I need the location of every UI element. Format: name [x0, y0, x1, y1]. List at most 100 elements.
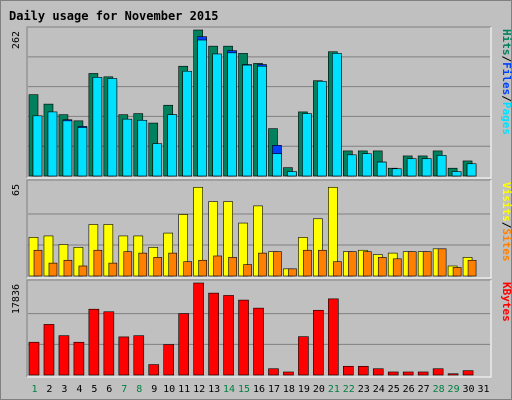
x-tick-label: 5 [91, 384, 97, 395]
x-tick-label: 12 [193, 384, 205, 395]
x-tick-label: 16 [253, 384, 265, 395]
bar-pages-day-22 [347, 154, 357, 177]
panel-kbytes: 17836 KBytes [11, 279, 512, 378]
bar-pages-day-29 [451, 171, 462, 177]
x-tick-label: 14 [223, 384, 235, 395]
bar-pages-day-24 [376, 161, 387, 177]
x-tick-label: 28 [433, 384, 445, 395]
bar-kbytes-day-18 [283, 371, 294, 376]
bar-sites-day-5 [93, 249, 103, 277]
bar-sites-day-19 [303, 249, 312, 277]
plot-border-shadow [26, 179, 491, 278]
y-max-label: 65 [11, 184, 22, 196]
bar-kbytes-day-5 [88, 308, 100, 376]
bar-pages-day-16 [257, 65, 267, 177]
bar-pages-day-7 [122, 118, 133, 177]
x-tick-label: 1 [31, 384, 37, 395]
bar-sites-day-29 [452, 267, 462, 277]
bar-kbytes-day-3 [58, 335, 70, 376]
legend-entry: KBytes [500, 282, 512, 322]
bar-kbytes-day-25 [387, 371, 399, 376]
x-tick-label: 15 [238, 384, 250, 395]
bar-sites-day-10 [168, 252, 178, 277]
x-tick-label: 18 [283, 384, 295, 395]
panel-visits: 65 Visits/Sites [11, 179, 512, 279]
legend-kbytes: KBytes [500, 282, 512, 322]
bar-pages-day-19 [302, 113, 312, 177]
legend-hits: Hits/Files/Pages [500, 29, 512, 135]
bar-pages-day-28 [436, 155, 447, 177]
bar-pages-day-26 [406, 158, 417, 177]
bar-kbytes-day-14 [223, 295, 234, 376]
panel-hits: 262 Hits/Files/Pages [11, 26, 512, 179]
legend-entry: / [500, 95, 512, 102]
bar-sites-day-8 [138, 252, 148, 277]
bar-pages-day-10 [167, 114, 178, 177]
legend-entry: Pages [500, 102, 512, 135]
x-tick-label: 30 [463, 384, 475, 395]
x-tick-label: 25 [388, 384, 400, 395]
x-tick-label: 17 [268, 384, 280, 395]
bar-kbytes-day-1 [28, 341, 40, 376]
bar-kbytes-day-15 [238, 299, 249, 376]
plot-border-shadow [26, 279, 491, 377]
bar-sites-day-26 [407, 251, 417, 277]
legend-entry: Hits [500, 29, 512, 56]
bar-sites-day-20 [318, 249, 327, 277]
bar-kbytes-day-10 [163, 344, 175, 376]
x-tick-label: 31 [477, 384, 489, 395]
bar-sites-day-30 [467, 259, 477, 277]
bar-pages-day-17 [272, 153, 282, 177]
bar-kbytes-day-23 [357, 365, 369, 376]
bar-sites-day-9 [153, 257, 163, 277]
bar-kbytes-day-19 [298, 336, 309, 376]
x-tick-label: 21 [328, 384, 340, 395]
bar-kbytes-day-9 [148, 364, 160, 376]
legend-visits: Visits/Sites [500, 182, 512, 262]
bar-sites-day-18 [288, 268, 297, 277]
bar-pages-day-30 [466, 163, 477, 177]
bar-visits-day-12 [193, 186, 203, 277]
bar-sites-day-27 [422, 251, 432, 277]
y-max-label: 17836 [11, 284, 22, 314]
bar-sites-day-28 [437, 248, 447, 277]
bar-sites-day-21 [333, 261, 342, 277]
x-tick-label: 19 [298, 384, 310, 395]
bar-sites-day-7 [123, 251, 133, 277]
bar-sites-day-3 [63, 259, 73, 277]
x-tick-label: 4 [76, 384, 82, 395]
y-max-label: 262 [11, 31, 22, 49]
bar-pages-day-1 [32, 115, 43, 177]
bar-kbytes-day-2 [43, 324, 55, 376]
x-tick-label: 3 [61, 384, 67, 395]
bar-visits-day-4 [73, 247, 84, 277]
bar-kbytes-day-11 [178, 313, 189, 376]
bar-pages-day-4 [77, 127, 88, 177]
bar-sites-day-4 [78, 265, 88, 277]
bar-kbytes-day-17 [268, 368, 279, 376]
bar-sites-day-2 [48, 262, 58, 277]
bar-visits-day-6 [103, 224, 114, 277]
x-tick-label: 26 [403, 384, 415, 395]
bar-sites-day-6 [108, 262, 118, 277]
chart-title: Daily usage for November 2015 [9, 9, 219, 23]
bar-pages-day-21 [332, 53, 342, 177]
x-tick-label: 11 [178, 384, 190, 395]
x-tick-label: 27 [418, 384, 430, 395]
bar-pages-day-15 [242, 64, 252, 177]
bar-pages-day-3 [62, 120, 73, 177]
bar-sites-day-14 [228, 257, 237, 277]
x-tick-label: 20 [313, 384, 325, 395]
bar-kbytes-day-26 [402, 371, 414, 376]
bar-visits-day-20 [313, 218, 323, 277]
bar-kbytes-day-6 [103, 311, 115, 376]
bar-kbytes-day-27 [417, 371, 429, 376]
plot-border-shadow [26, 26, 491, 178]
x-axis-labels: 1 2 3 4 5 6 7 8 9 10 11 12 13 14 15 16 17 18 19 20 21 22 23 24 2… [31, 384, 489, 395]
legend-entry: Visits [500, 182, 512, 222]
x-tick-label: 2 [46, 384, 52, 395]
bar-sites-day-16 [258, 252, 267, 277]
x-tick-label: 22 [343, 384, 355, 395]
bar-pages-day-2 [47, 111, 58, 177]
